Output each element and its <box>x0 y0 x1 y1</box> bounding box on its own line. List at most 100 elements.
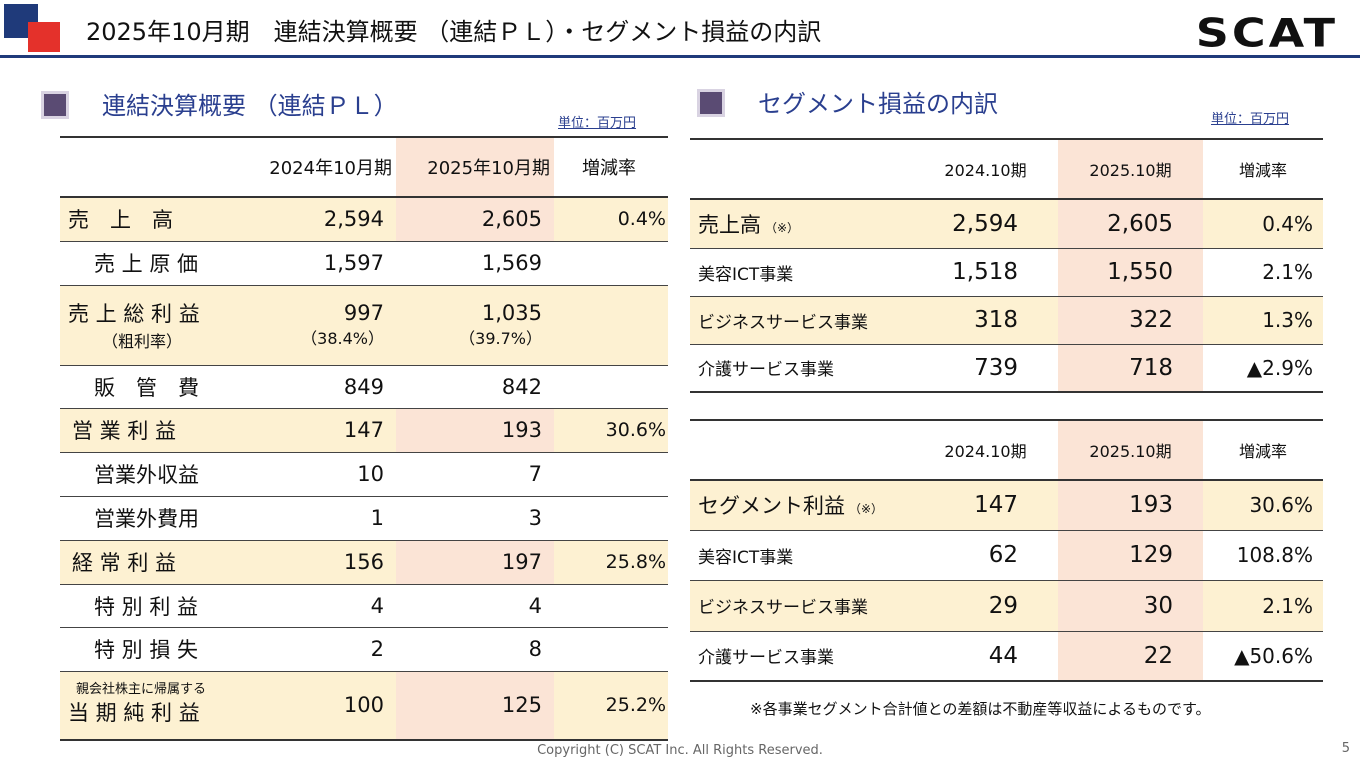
page-number: 5 <box>1341 741 1350 756</box>
pl-rate <box>554 627 668 672</box>
seg-col-prev: 2024.10期 <box>913 419 1058 481</box>
pl-col-prev: 2024年10月期 <box>238 136 396 198</box>
logo-square-red <box>28 22 60 52</box>
pl-label: 特 別 損 失 <box>60 627 238 672</box>
seg-footnote-mark: （※） <box>849 502 884 517</box>
pl-label: 特 別 利 益 <box>60 584 238 628</box>
pl-label: 売 上 原 価 <box>60 241 238 286</box>
pl-header-label <box>60 136 238 198</box>
pl-prev: 1 <box>238 496 396 541</box>
seg-row-profit-business: ビジネスサービス事業 29 30 2.1% <box>690 580 1323 632</box>
seg-curr: 129 <box>1058 530 1203 581</box>
pl-row-operating-income: 営 業 利 益 147 193 30.6% <box>60 408 668 453</box>
seg-prev: 739 <box>913 344 1058 393</box>
pl-table: 2024年10月期 2025年10月期 増減率 売 上 高 2,594 2,60… <box>60 136 668 741</box>
pl-prev: 147 <box>238 408 396 453</box>
seg-row-sales-care: 介護サービス事業 739 718 ▲2.9% <box>690 344 1323 393</box>
seg-col-curr: 2025.10期 <box>1058 419 1203 481</box>
seg-curr: 322 <box>1058 296 1203 345</box>
pl-label: 売 上 総 利 益 （粗利率） <box>60 285 238 366</box>
pl-label-pre: 親会社株主に帰属する <box>76 682 207 698</box>
seg-col-rate: 増減率 <box>1203 419 1323 481</box>
pl-rate <box>554 365 668 409</box>
pl-row-gross-profit: 売 上 総 利 益 （粗利率） 997 （38.4%） 1,035 （39.7%… <box>60 285 668 366</box>
pl-row-net-income: 親会社株主に帰属する 当 期 純 利 益 100 125 25.2% <box>60 671 668 741</box>
pl-curr: 1,569 <box>396 241 554 286</box>
pl-row-extra-income: 特 別 利 益 4 4 <box>60 584 668 628</box>
segment-sales-table: 2024.10期 2025.10期 増減率 売上高 （※） 2,594 2,605… <box>690 138 1323 393</box>
seg-rate: ▲50.6% <box>1203 631 1323 682</box>
seg-rate: 1.3% <box>1203 296 1323 345</box>
seg-row-sales-total: 売上高 （※） 2,594 2,605 0.4% <box>690 199 1323 249</box>
seg-label: 美容ICT事業 <box>690 248 913 297</box>
seg-label: ビジネスサービス事業 <box>690 296 913 345</box>
pl-label: 営 業 利 益 <box>60 408 238 453</box>
segment-unit: 単位：百万円 <box>1211 112 1290 127</box>
seg-prev: 29 <box>913 580 1058 632</box>
pl-prev: 10 <box>238 452 396 497</box>
pl-heading-text: 連結決算概要 （連結ＰＬ） <box>102 92 398 120</box>
pl-curr: 197 <box>396 540 554 585</box>
seg-rate: 2.1% <box>1203 248 1323 297</box>
pl-rate <box>554 285 668 366</box>
seg-rate: 30.6% <box>1203 480 1323 531</box>
seg-label: セグメント利益 （※） <box>690 480 913 531</box>
seg-rate: 2.1% <box>1203 580 1323 632</box>
seg-label: 売上高 （※） <box>690 199 913 249</box>
segment-sales-header: 2024.10期 2025.10期 増減率 <box>690 138 1323 200</box>
seg-label-text: 売上高 <box>698 212 761 237</box>
pl-rate <box>554 241 668 286</box>
seg-header-label <box>690 419 913 481</box>
pl-prev: 4 <box>238 584 396 628</box>
seg-row-profit-beauty: 美容ICT事業 62 129 108.8% <box>690 530 1323 581</box>
pl-label-main: 当 期 純 利 益 <box>68 701 200 726</box>
pl-col-rate: 増減率 <box>554 136 668 198</box>
pl-rate <box>554 452 668 497</box>
seg-footnote-mark: （※） <box>765 220 800 235</box>
pl-row-extra-loss: 特 別 損 失 2 8 <box>60 627 668 672</box>
pl-prev: 100 <box>238 671 396 741</box>
pl-heading: 連結決算概要 （連結ＰＬ） <box>44 86 398 121</box>
seg-col-curr: 2025.10期 <box>1058 138 1203 200</box>
pl-curr: 2,605 <box>396 197 554 242</box>
seg-row-sales-business: ビジネスサービス事業 318 322 1.3% <box>690 296 1323 345</box>
pl-label: 販 管 費 <box>60 365 238 409</box>
seg-rate: 0.4% <box>1203 199 1323 249</box>
pl-curr: 1,035 （39.7%） <box>396 285 554 366</box>
pl-row-sga: 販 管 費 849 842 <box>60 365 668 409</box>
seg-curr: 22 <box>1058 631 1203 682</box>
pl-row-ordinary-income: 経 常 利 益 156 197 25.8% <box>60 540 668 585</box>
pl-row-nonop-income: 営業外収益 10 7 <box>60 452 668 497</box>
pl-curr: 3 <box>396 496 554 541</box>
seg-prev: 62 <box>913 530 1058 581</box>
seg-col-prev: 2024.10期 <box>913 138 1058 200</box>
pl-curr: 4 <box>396 584 554 628</box>
page-title: 2025年10月期 連結決算概要 （連結ＰＬ）・セグメント損益の内訳 <box>86 18 822 46</box>
pl-rate: 25.2% <box>554 671 668 741</box>
pl-curr-main: 1,035 <box>481 301 542 325</box>
seg-prev: 2,594 <box>913 199 1058 249</box>
pl-curr: 125 <box>396 671 554 741</box>
pl-prev: 1,597 <box>238 241 396 286</box>
pl-label: 売 上 高 <box>60 197 238 242</box>
pl-label: 経 常 利 益 <box>60 540 238 585</box>
copyright: Copyright (C) SCAT Inc. All Rights Reser… <box>537 743 823 758</box>
bullet-square-icon <box>700 92 722 114</box>
pl-header-row: 2024年10月期 2025年10月期 増減率 <box>60 136 668 198</box>
pl-row-nonop-expense: 営業外費用 1 3 <box>60 496 668 541</box>
seg-label: 美容ICT事業 <box>690 530 913 581</box>
seg-prev: 44 <box>913 631 1058 682</box>
pl-curr: 842 <box>396 365 554 409</box>
seg-rate: ▲2.9% <box>1203 344 1323 393</box>
pl-curr-sub: （39.7%） <box>459 329 542 348</box>
seg-prev: 318 <box>913 296 1058 345</box>
seg-label-text: セグメント利益 <box>698 494 845 519</box>
pl-rate: 25.8% <box>554 540 668 585</box>
seg-curr: 193 <box>1058 480 1203 531</box>
pl-col-curr: 2025年10月期 <box>396 136 554 198</box>
segment-heading-text: セグメント損益の内訳 <box>758 90 998 118</box>
pl-prev: 997 （38.4%） <box>238 285 396 366</box>
pl-curr: 8 <box>396 627 554 672</box>
seg-prev: 1,518 <box>913 248 1058 297</box>
pl-label-main: 売 上 総 利 益 <box>68 302 200 326</box>
